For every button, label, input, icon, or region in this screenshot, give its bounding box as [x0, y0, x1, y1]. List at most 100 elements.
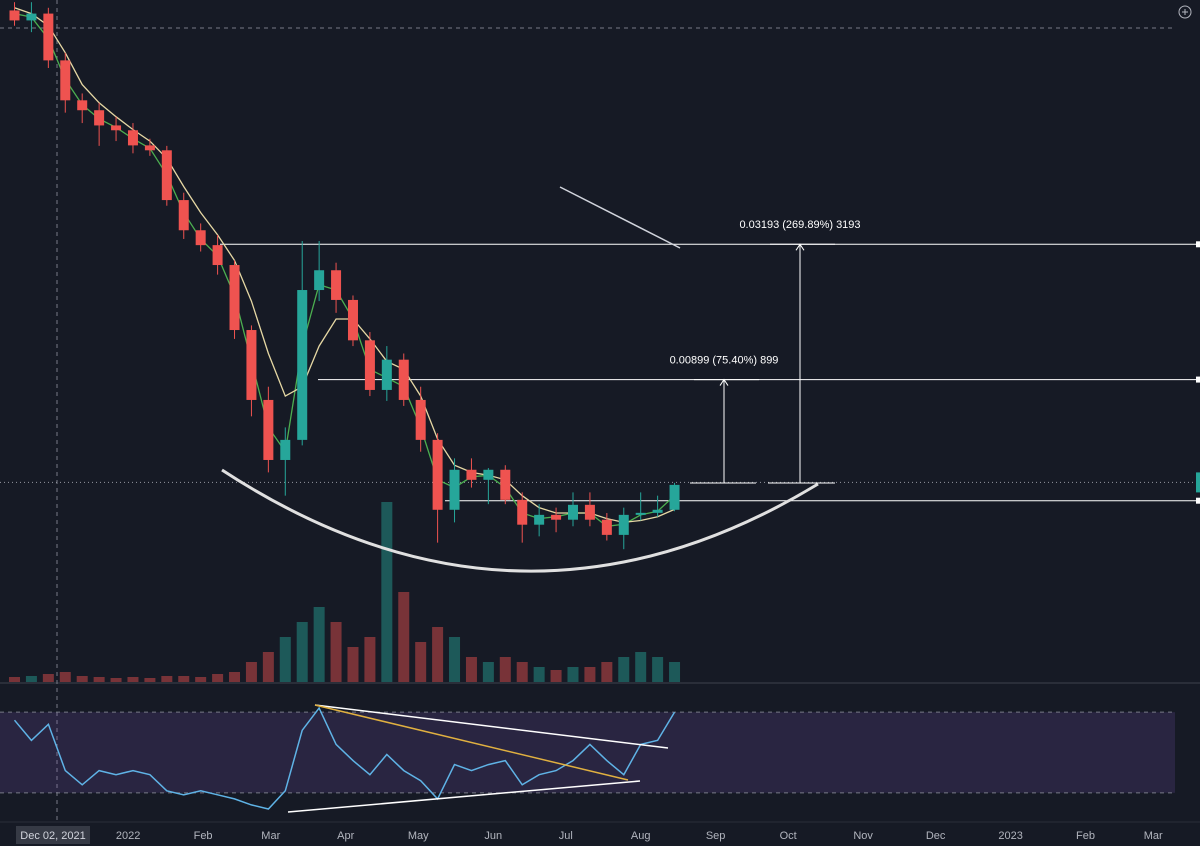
volume-bar	[25, 676, 37, 682]
x-tick-label: Mar	[261, 830, 280, 842]
add-icon-plus[interactable]	[1182, 9, 1188, 15]
x-tick-label: 2023	[998, 830, 1022, 842]
candle-body	[280, 439, 291, 460]
candle-body	[331, 270, 342, 300]
candle-body	[415, 399, 426, 440]
volume-bar	[296, 622, 308, 682]
volume-bar	[127, 677, 139, 682]
candle-body	[398, 359, 409, 400]
crosshair-label: Dec 02, 2021	[20, 830, 85, 842]
price-tag	[1196, 376, 1200, 383]
volume-bar	[398, 592, 410, 682]
x-tick-label: Feb	[194, 830, 213, 842]
volume-bar	[178, 676, 190, 682]
candle-body	[584, 504, 595, 520]
plot: 0.03193 (269.89%) 3193 0.00899 (75.40%) 8…	[0, 2, 1200, 810]
candle-body	[534, 514, 545, 525]
candle-body	[601, 519, 612, 535]
rsi-trend-line	[287, 780, 641, 813]
candle-body	[500, 469, 511, 500]
x-tick-label: Jul	[559, 830, 573, 842]
volume-bar	[9, 677, 21, 682]
volume-bar	[93, 677, 105, 682]
rsi-line	[13, 706, 676, 810]
candle-body	[347, 299, 358, 341]
candle-body	[432, 439, 443, 510]
volume-bar	[669, 662, 681, 682]
candle-body	[517, 499, 528, 525]
candle-body	[652, 509, 663, 513]
volume-bar	[584, 667, 596, 682]
volume-bar	[330, 622, 342, 682]
rsi-trend-line	[314, 704, 629, 781]
candle-body	[246, 330, 257, 400]
candle-body	[297, 290, 308, 440]
volume-bar	[110, 678, 122, 682]
volume-bar	[364, 637, 376, 682]
volume-bar	[465, 657, 477, 682]
volume-bar	[567, 667, 579, 682]
x-tick-label: May	[408, 830, 429, 842]
price-tag	[1196, 472, 1200, 493]
x-tick-label: Dec	[926, 830, 946, 842]
volume-bar	[76, 676, 88, 682]
volume-bar	[449, 637, 461, 682]
candle-body	[483, 469, 494, 480]
volume-bar	[144, 678, 156, 682]
candle-body	[77, 100, 88, 111]
x-tick-label: Aug	[631, 830, 651, 842]
volume-bar	[550, 670, 562, 682]
candle-body	[567, 504, 578, 520]
volume-bar	[279, 637, 291, 682]
volume-bar	[195, 677, 207, 682]
volume-bar	[618, 657, 630, 682]
volume-bar	[381, 502, 393, 682]
volume-bar	[432, 627, 444, 682]
moving-average	[14, 7, 675, 524]
candle-body	[466, 469, 477, 480]
candle-body	[212, 245, 223, 266]
measure-label: 0.00899 (75.40%) 899	[670, 354, 779, 366]
volume-bar	[635, 652, 647, 682]
add-icon[interactable]	[1178, 5, 1192, 19]
candle-body	[178, 200, 189, 231]
x-tick-label: Feb	[1076, 830, 1095, 842]
volume-bar	[482, 662, 494, 682]
candle-body	[26, 13, 37, 21]
candle-body	[314, 270, 325, 291]
candle-body	[60, 60, 71, 101]
volume-bar	[313, 607, 325, 682]
candle-body	[229, 265, 240, 331]
volume-bar	[415, 642, 427, 682]
volume-bar	[516, 662, 528, 682]
x-tick-label: Nov	[853, 830, 873, 842]
candle-body	[195, 230, 206, 246]
measure-label: 0.03193 (269.89%) 3193	[739, 219, 860, 231]
candle-body	[144, 145, 155, 151]
x-tick-label: Sep	[706, 830, 726, 842]
rsi-band	[0, 712, 1175, 793]
volume-bar	[652, 657, 664, 682]
candle-body	[449, 469, 460, 510]
volume-bar	[161, 676, 173, 682]
volume-bar	[59, 672, 71, 682]
x-tick-label: Mar	[1144, 830, 1163, 842]
candle-body	[127, 130, 138, 146]
trend-line	[559, 186, 681, 249]
moving-average	[14, 12, 675, 527]
candle-body	[381, 359, 392, 390]
candle-body	[111, 125, 122, 131]
volume-bar	[245, 662, 257, 682]
volume-bar	[42, 674, 54, 682]
x-tick-label: 2022	[116, 830, 140, 842]
crosshair-label-bg	[16, 826, 90, 844]
candle-body	[94, 110, 105, 126]
candle-body	[161, 150, 172, 201]
x-tick-label: Apr	[337, 830, 354, 842]
x-tick-label: Jun	[484, 830, 502, 842]
candle-body	[669, 484, 680, 510]
candle-body	[364, 340, 375, 390]
candle-body	[263, 399, 274, 460]
x-tick-label: Oct	[780, 830, 797, 842]
